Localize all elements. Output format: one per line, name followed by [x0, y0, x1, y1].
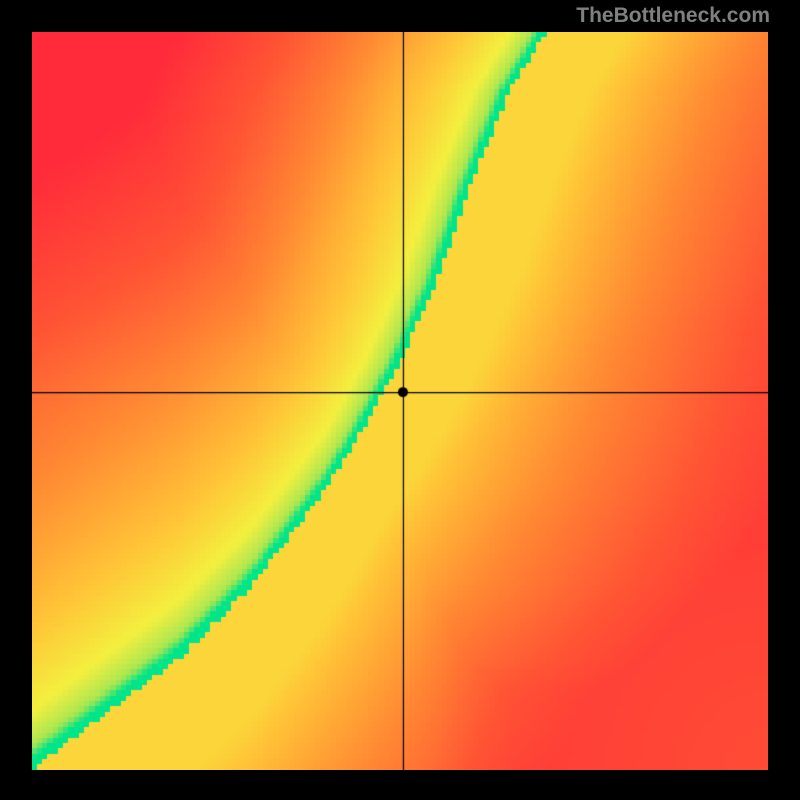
heatmap-plot [32, 32, 768, 770]
heatmap-canvas [32, 32, 768, 770]
watermark-text: TheBottleneck.com [576, 4, 770, 28]
